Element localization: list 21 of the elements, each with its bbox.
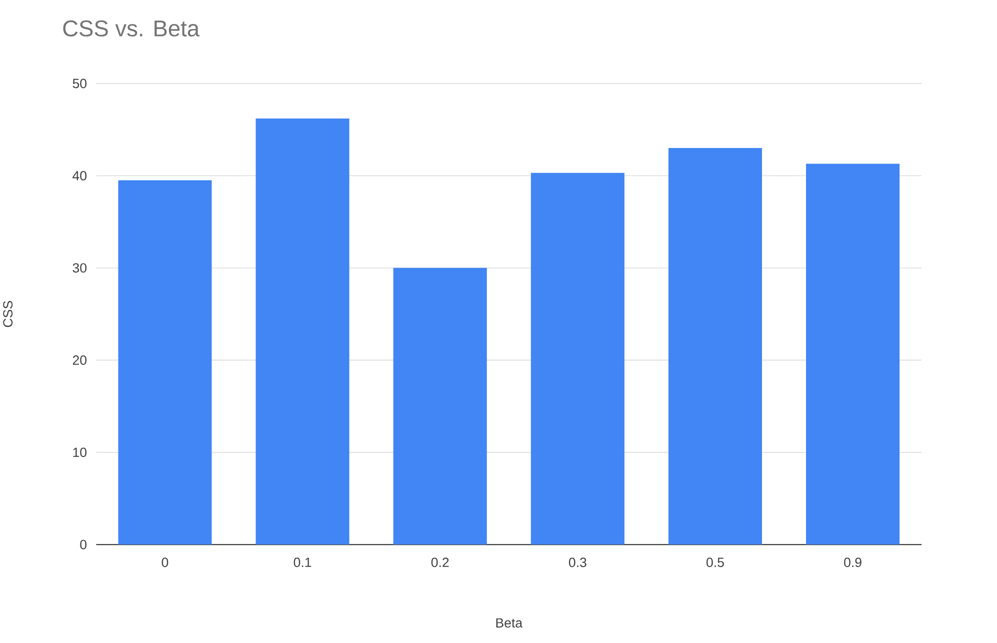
- y-tick-label: 30: [72, 263, 86, 273]
- y-tick-label: 50: [72, 78, 86, 88]
- x-tick-label: 0.5: [706, 558, 724, 567]
- bar: [118, 180, 212, 544]
- bar: [806, 164, 900, 544]
- x-axis-title: Beta: [496, 618, 523, 628]
- y-tick-label: 10: [73, 448, 86, 457]
- y-tick-label: 0: [80, 540, 86, 550]
- x-tick-label: 0.1: [294, 558, 312, 567]
- x-tick-label: 0.9: [844, 558, 862, 567]
- x-tick-label: 0.2: [431, 558, 449, 567]
- bar: [668, 148, 762, 544]
- bar: [530, 172, 624, 544]
- x-tick-label: 0: [162, 558, 168, 567]
- y-axis-title: CSS: [3, 300, 13, 327]
- y-tick-label: 20: [72, 355, 86, 365]
- bar: [393, 268, 487, 544]
- x-tick-label: 0.3: [568, 558, 586, 567]
- y-tick-label: 40: [72, 170, 86, 180]
- bar: [256, 118, 350, 544]
- chart-title: CSS vs. Beta: [63, 20, 200, 36]
